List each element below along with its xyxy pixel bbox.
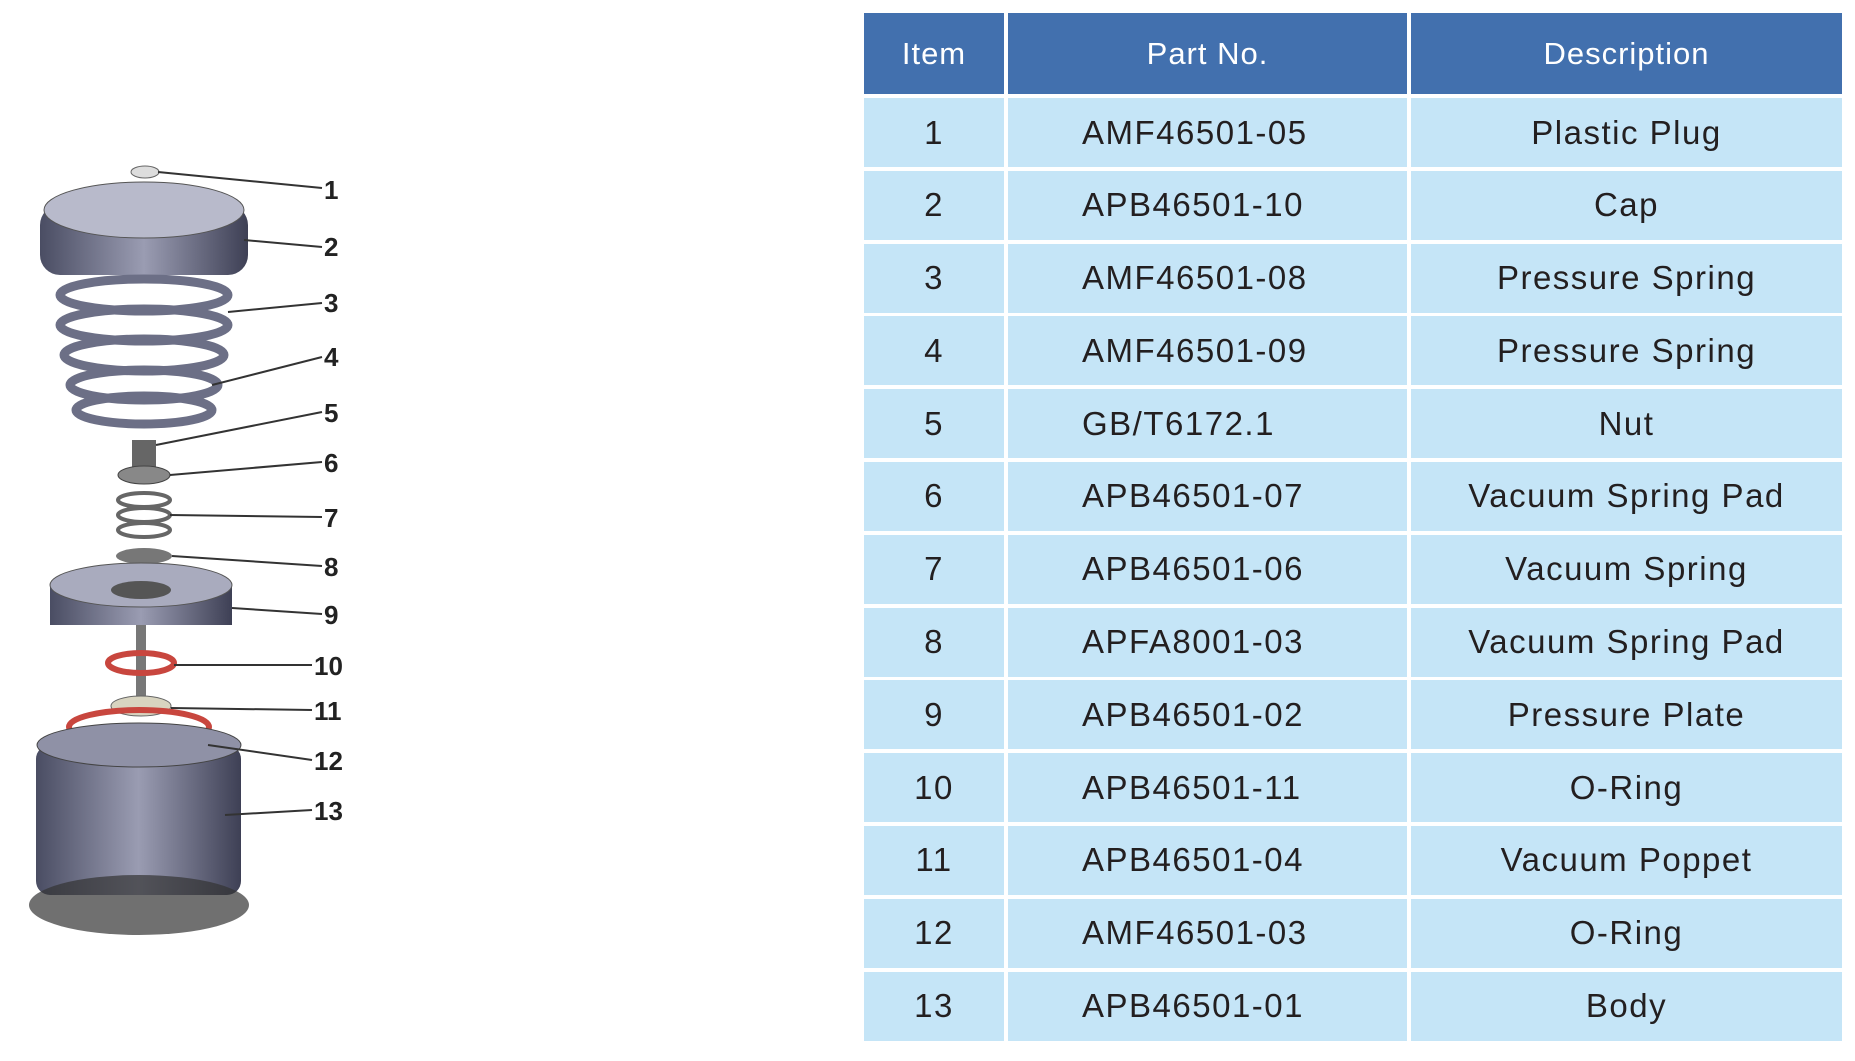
table-row: 9 APB46501-02 Pressure Plate bbox=[864, 680, 1842, 750]
cell-description: Vacuum Spring Pad bbox=[1411, 461, 1842, 531]
callout-5: 5 bbox=[324, 398, 338, 428]
table-header: Item Part No. Description bbox=[864, 13, 1842, 94]
table-row: 7 APB46501-06 Vacuum Spring bbox=[864, 534, 1842, 604]
callout-3: 3 bbox=[324, 288, 338, 318]
parts-table: Item Part No. Description 1 AMF46501-05 Pl… bbox=[864, 13, 1842, 1044]
cell-item: 6 bbox=[864, 461, 1004, 531]
cell-item: 9 bbox=[864, 680, 1004, 750]
callout-leaders bbox=[155, 171, 323, 816]
cell-item: 10 bbox=[864, 753, 1004, 823]
cell-description: Nut bbox=[1411, 389, 1842, 459]
cell-part-no: APB46501-04 bbox=[1008, 825, 1407, 895]
cell-description: Pressure Spring bbox=[1411, 316, 1842, 386]
cell-description: Vacuum Poppet bbox=[1411, 825, 1842, 895]
table-row: 13 APB46501-01 Body bbox=[864, 971, 1842, 1041]
table-row: 5 GB/T6172.1 Nut bbox=[864, 389, 1842, 459]
callout-1: 1 bbox=[324, 175, 338, 205]
cell-part-no: AMF46501-03 bbox=[1008, 898, 1407, 968]
callout-2: 2 bbox=[324, 232, 338, 262]
cell-item: 5 bbox=[864, 389, 1004, 459]
table-row: 4 AMF46501-09 Pressure Spring bbox=[864, 316, 1842, 386]
cell-description: Body bbox=[1411, 971, 1842, 1041]
header-part-no: Part No. bbox=[1008, 13, 1407, 94]
cell-part-no: AMF46501-05 bbox=[1008, 98, 1407, 167]
cell-item: 2 bbox=[864, 170, 1004, 240]
header-item: Item bbox=[864, 13, 1004, 94]
cell-item: 3 bbox=[864, 243, 1004, 313]
cell-part-no: APB46501-11 bbox=[1008, 753, 1407, 823]
cell-part-no: AMF46501-09 bbox=[1008, 316, 1407, 386]
callout-7: 7 bbox=[324, 503, 338, 533]
cell-item: 13 bbox=[864, 971, 1004, 1041]
cell-part-no: APB46501-07 bbox=[1008, 461, 1407, 531]
cell-part-no: GB/T6172.1 bbox=[1008, 389, 1407, 459]
cell-item: 11 bbox=[864, 825, 1004, 895]
table-row: 3 AMF46501-08 Pressure Spring bbox=[864, 243, 1842, 313]
cell-item: 7 bbox=[864, 534, 1004, 604]
exploded-view-diagram: 1 2 3 4 5 6 7 8 9 10 11 12 13 bbox=[29, 165, 343, 935]
callout-13: 13 bbox=[314, 796, 343, 826]
cell-item: 8 bbox=[864, 607, 1004, 677]
cell-description: Cap bbox=[1411, 170, 1842, 240]
cell-description: Vacuum Spring bbox=[1411, 534, 1842, 604]
cell-part-no: AMF46501-08 bbox=[1008, 243, 1407, 313]
callout-numbers: 1 2 3 4 5 6 7 8 9 10 11 12 13 bbox=[314, 175, 343, 826]
cell-part-no: APB46501-06 bbox=[1008, 534, 1407, 604]
cell-item: 12 bbox=[864, 898, 1004, 968]
callout-9: 9 bbox=[324, 600, 338, 630]
cell-description: Vacuum Spring Pad bbox=[1411, 607, 1842, 677]
cell-description: Pressure Spring bbox=[1411, 243, 1842, 313]
table-row: 8 APFA8001-03 Vacuum Spring Pad bbox=[864, 607, 1842, 677]
table-row: 10 APB46501-11 O-Ring bbox=[864, 753, 1842, 823]
valve-parts bbox=[29, 165, 249, 935]
callout-12: 12 bbox=[314, 746, 343, 776]
cell-description: Pressure Plate bbox=[1411, 680, 1842, 750]
table-row: 11 APB46501-04 Vacuum Poppet bbox=[864, 825, 1842, 895]
table-row: 12 AMF46501-03 O-Ring bbox=[864, 898, 1842, 968]
callout-6: 6 bbox=[324, 448, 338, 478]
callout-8: 8 bbox=[324, 552, 338, 582]
cell-description: Plastic Plug bbox=[1411, 98, 1842, 167]
table-row: 2 APB46501-10 Cap bbox=[864, 170, 1842, 240]
cell-part-no: APB46501-02 bbox=[1008, 680, 1407, 750]
cell-item: 1 bbox=[864, 98, 1004, 167]
cell-part-no: APFA8001-03 bbox=[1008, 607, 1407, 677]
table-row: 6 APB46501-07 Vacuum Spring Pad bbox=[864, 461, 1842, 531]
header-description: Description bbox=[1411, 13, 1842, 94]
cell-description: O-Ring bbox=[1411, 753, 1842, 823]
callout-11: 11 bbox=[314, 696, 342, 726]
cell-part-no: APB46501-10 bbox=[1008, 170, 1407, 240]
cell-item: 4 bbox=[864, 316, 1004, 386]
callout-10: 10 bbox=[314, 651, 343, 681]
callout-4: 4 bbox=[324, 342, 339, 372]
cell-part-no: APB46501-01 bbox=[1008, 971, 1407, 1041]
cell-description: O-Ring bbox=[1411, 898, 1842, 968]
table-row: 1 AMF46501-05 Plastic Plug bbox=[864, 98, 1842, 167]
